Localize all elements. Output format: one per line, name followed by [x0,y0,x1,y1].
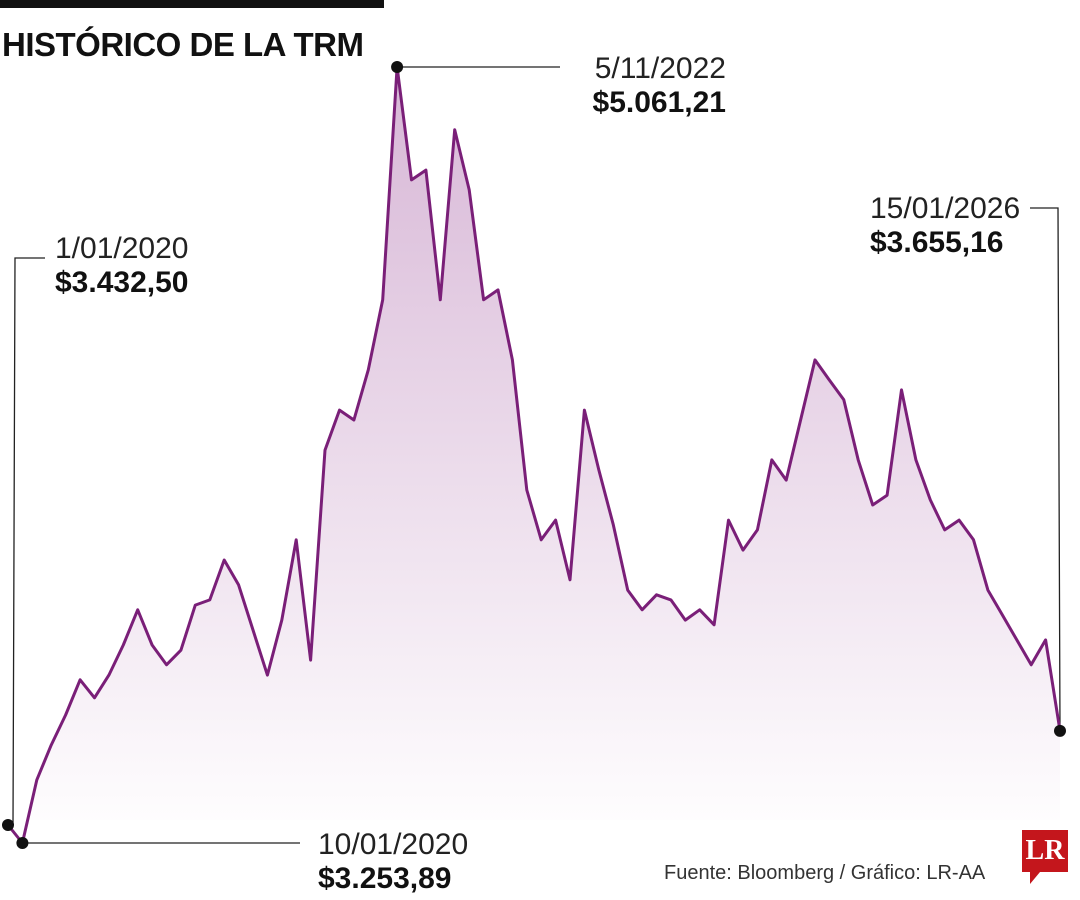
annotation-date: 1/01/2020 [55,232,189,265]
annotation-dot-end [1054,724,1066,737]
annotation-value: $3.432,50 [55,266,189,299]
leader-end [1030,207,1061,732]
annotation-value: $3.253,89 [318,862,452,895]
annotation-min: 10/01/2020 $3.253,89 [318,828,468,896]
annotation-dot-min [16,837,29,849]
series-area [8,67,1060,843]
leader-start [12,257,45,826]
annotation-dot-max [391,61,404,73]
annotation-value: $5.061,21 [592,86,726,119]
annotation-end: 15/01/2026 $3.655,16 [870,192,1020,260]
annotation-max: 5/11/2022 $5.061,21 [576,52,726,120]
source-note: Fuente: Bloomberg / Gráfico: LR-AA [664,862,986,884]
annotation-value: $3.655,16 [870,226,1004,259]
leader-lines [12,66,1061,844]
lr-logo: LR [1022,830,1068,884]
annotation-start: 1/01/2020 $3.432,50 [55,232,188,300]
top-rule [0,0,384,8]
chart-title: HISTÓRICO DE LA TRM [2,26,364,63]
annotation-date: 15/01/2026 [870,192,1021,225]
annotation-date: 5/11/2022 [594,52,726,85]
series-line [6,65,1062,845]
annotation-dot-start [2,818,14,831]
annotation-date: 10/01/2020 [318,828,469,861]
